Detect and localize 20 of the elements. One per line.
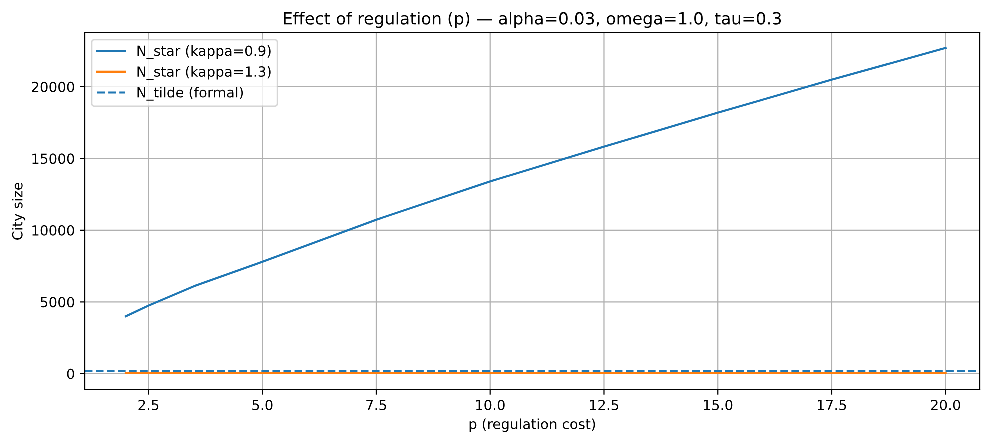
- x-tick-label: 10.0: [476, 400, 505, 410]
- line-series: [124, 47, 947, 318]
- x-tick-label: 5.0: [252, 400, 273, 410]
- y-tick-label: 0: [67, 368, 74, 380]
- x-tick-label: 12.5: [590, 400, 618, 410]
- y-axis-title: City size: [12, 182, 26, 240]
- x-tick-label: 7.5: [366, 400, 386, 410]
- y-tick-label: 10000: [32, 225, 74, 236]
- x-axis-title: p (regulation cost): [470, 418, 596, 432]
- legend-label: N_star (kappa=1.3): [138, 66, 271, 80]
- legend-label: N_tilde (formal): [138, 87, 244, 101]
- y-tick-label: 15000: [32, 154, 74, 164]
- x-tick-label: 17.5: [818, 400, 846, 410]
- x-tick-label: 2.5: [138, 400, 159, 410]
- chart-title: Effect of regulation (p) — alpha=0.03, omega=1.0, tau=0.3: [284, 12, 782, 28]
- y-tick-label: 5000: [41, 297, 74, 308]
- x-tick-label: 20.0: [931, 400, 960, 410]
- y-tick-label: 20000: [32, 82, 74, 92]
- legend-label: N_star (kappa=0.9): [138, 46, 271, 60]
- x-tick-label: 15.0: [704, 400, 733, 410]
